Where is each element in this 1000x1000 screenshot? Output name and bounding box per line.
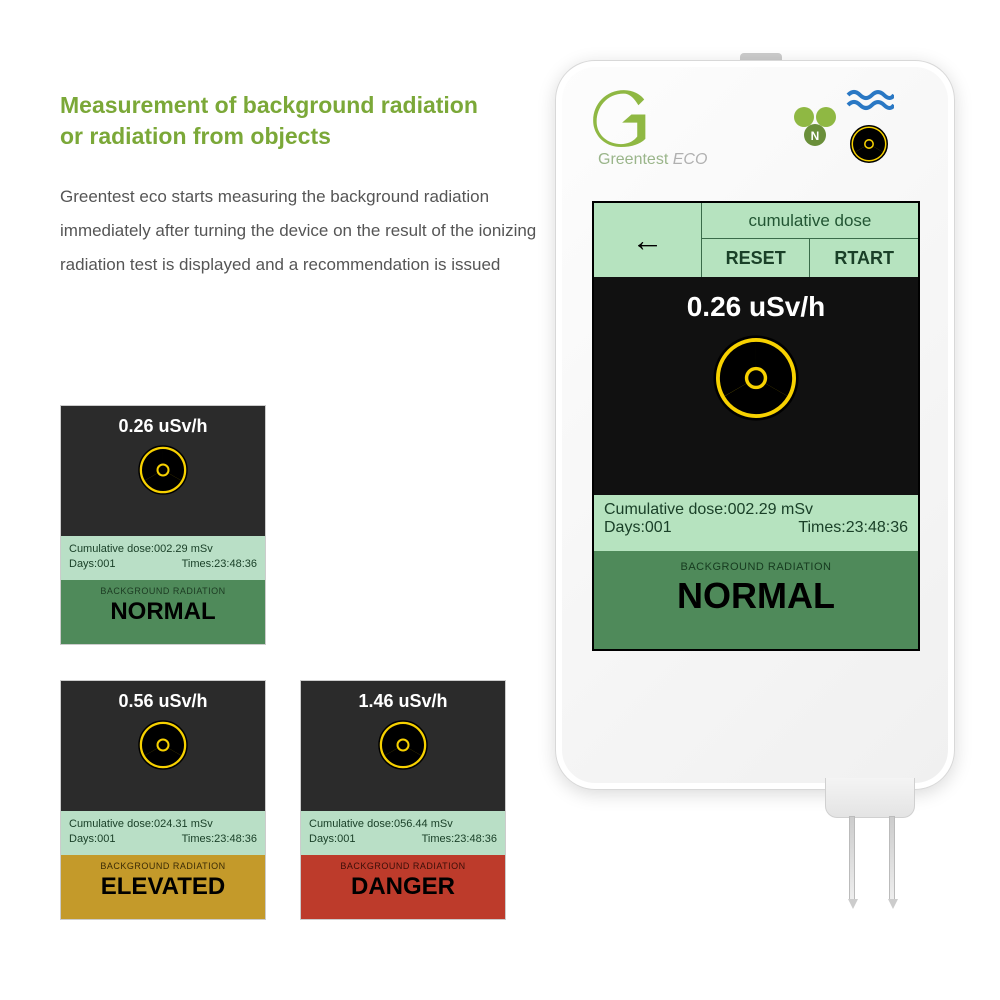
screen-status: BACKGROUND RADIATION NORMAL — [594, 551, 918, 649]
back-button[interactable]: ← — [594, 203, 701, 277]
card-info: Cumulative dose:056.44 mSv Days:001 Time… — [301, 811, 505, 855]
device-mockup: Greentest ECO N — [555, 60, 955, 850]
status-card-danger: 1.46 uSv/h Cumulative dose:056.44 mSv Da… — [300, 680, 506, 920]
reset-button[interactable]: RESET — [701, 239, 810, 277]
status-label: BACKGROUND RADIATION — [594, 551, 918, 573]
status-label: BACKGROUND RADIATION — [61, 580, 265, 596]
times-value: Times:23:48:36 — [182, 557, 257, 572]
radiation-icon — [138, 445, 188, 495]
days-value: Days:001 — [69, 832, 115, 847]
probe-pin — [849, 816, 855, 901]
cumulative-dose: Cumulative dose:056.44 mSv — [309, 817, 497, 832]
reading-value: 0.26 uSv/h — [61, 406, 265, 437]
page-title: Measurement of background radiation or r… — [60, 90, 500, 152]
card-info: Cumulative dose:002.29 mSv Days:001 Time… — [61, 536, 265, 580]
cumulative-dose: Cumulative dose:024.31 mSv — [69, 817, 257, 832]
status-label: BACKGROUND RADIATION — [61, 855, 265, 871]
page-description: Greentest eco starts measuring the backg… — [60, 180, 540, 282]
reading-value: 0.56 uSv/h — [61, 681, 265, 712]
radiation-icon — [138, 720, 188, 770]
status-value: NORMAL — [61, 598, 265, 626]
screen-info: Cumulative dose:002.29 mSv Days:001 Time… — [594, 495, 918, 555]
status-value: NORMAL — [594, 575, 918, 617]
times-value: Times:23:48:36 — [422, 832, 497, 847]
device-screen: ← cumulative dose RESET RTART 0.26 uSv/h — [592, 201, 920, 651]
reading-value: 1.46 uSv/h — [301, 681, 505, 712]
probe-base — [825, 778, 915, 818]
times-value: Times:23:48:36 — [182, 832, 257, 847]
water-wave-icon — [846, 87, 894, 113]
radiation-icon — [850, 125, 888, 163]
reading-value: 0.26 uSv/h — [594, 277, 918, 323]
svg-text:N: N — [811, 129, 820, 143]
status-card-elevated: 0.56 uSv/h Cumulative dose:024.31 mSv Da… — [60, 680, 266, 920]
cumulative-dose: Cumulative dose:002.29 mSv — [69, 542, 257, 557]
radiation-icon — [713, 335, 799, 421]
status-label: BACKGROUND RADIATION — [301, 855, 505, 871]
days-value: Days:001 — [69, 557, 115, 572]
nitrate-icon: N — [792, 103, 838, 149]
probe-pin — [889, 816, 895, 901]
card-info: Cumulative dose:024.31 mSv Days:001 Time… — [61, 811, 265, 855]
status-value: ELEVATED — [61, 873, 265, 901]
brand-name: Greentest ECO — [598, 151, 707, 169]
cumulative-dose-title: cumulative dose — [701, 203, 918, 239]
radiation-icon — [378, 720, 428, 770]
days-value: Days:001 — [604, 519, 672, 537]
days-value: Days:001 — [309, 832, 355, 847]
times-value: Times:23:48:36 — [798, 519, 908, 537]
status-card-normal: 0.26 uSv/h Cumulative dose:002.29 mSv Da… — [60, 405, 266, 645]
brand-logo-icon — [592, 89, 650, 147]
status-value: DANGER — [301, 873, 505, 901]
rtart-button[interactable]: RTART — [809, 239, 918, 277]
cumulative-dose: Cumulative dose:002.29 mSv — [604, 501, 908, 519]
